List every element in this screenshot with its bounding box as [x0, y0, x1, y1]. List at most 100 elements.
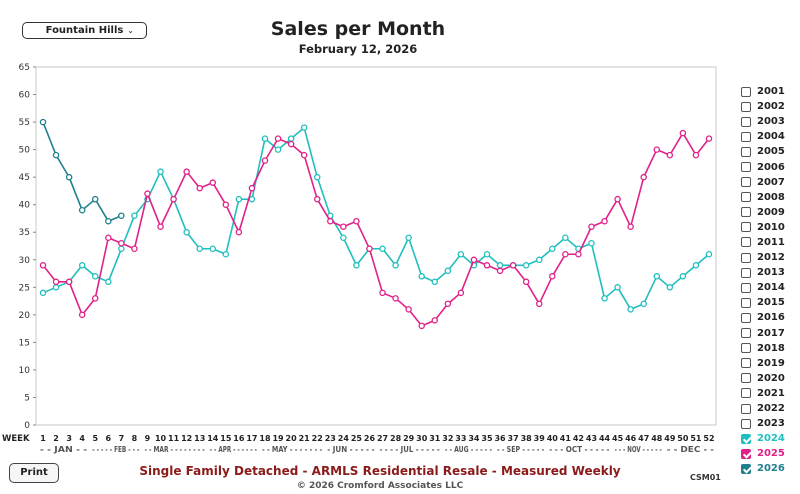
legend-checkbox[interactable] [741, 146, 751, 157]
legend-checkbox[interactable] [741, 237, 751, 248]
month-label-sep: - - SEP - - - - - [497, 445, 544, 454]
x-tick-label: 4 [79, 434, 85, 443]
legend-checkbox[interactable] [741, 267, 751, 278]
legend-checkbox[interactable] [741, 418, 751, 429]
x-tick-label: 8 [132, 434, 138, 443]
legend-checkbox[interactable] [741, 252, 751, 263]
legend-checkbox[interactable] [741, 222, 751, 233]
legend-item-2019[interactable]: 2019 [741, 356, 799, 371]
legend-item-2016[interactable]: 2016 [741, 310, 799, 325]
data-point-2026 [91, 195, 99, 203]
x-tick-label: 35 [481, 434, 493, 443]
legend-checkbox[interactable] [741, 207, 751, 218]
legend-checkbox[interactable] [741, 358, 751, 369]
legend-checkbox[interactable] [741, 463, 751, 474]
legend-item-2011[interactable]: 2011 [741, 235, 799, 250]
x-tick-label: 48 [651, 434, 663, 443]
legend-checkbox[interactable] [741, 86, 751, 97]
legend-checkbox[interactable] [741, 343, 751, 354]
legend-label: 2017 [757, 327, 785, 339]
data-point-2025 [235, 228, 243, 236]
legend-item-2012[interactable]: 2012 [741, 250, 799, 265]
legend-item-2008[interactable]: 2008 [741, 190, 799, 205]
data-point-2025 [692, 151, 700, 159]
x-tick-label: 24 [338, 434, 350, 443]
legend-item-2022[interactable]: 2022 [741, 401, 799, 416]
legend-item-2020[interactable]: 2020 [741, 371, 799, 386]
legend-item-2009[interactable]: 2009 [741, 205, 799, 220]
data-point-2025 [575, 251, 582, 258]
legend-item-2007[interactable]: 2007 [741, 175, 799, 190]
data-point-2025 [535, 300, 543, 308]
legend-item-2002[interactable]: 2002 [741, 99, 799, 114]
data-point-2024 [274, 146, 282, 153]
copyright-text: © 2026 Cromford Associates LLC [296, 481, 464, 491]
data-point-2025 [157, 223, 164, 230]
legend-checkbox[interactable] [741, 282, 751, 293]
legend-item-2013[interactable]: 2013 [741, 265, 799, 280]
chart-subtitle: February 12, 2026 [298, 42, 418, 56]
legend-item-2023[interactable]: 2023 [741, 416, 799, 431]
data-point-2025 [431, 317, 439, 324]
month-label-mar: - - MAR - - - - - - - - [144, 445, 204, 454]
chart-code-label: CSM01 [690, 473, 721, 482]
data-point-2024 [562, 234, 569, 241]
print-button[interactable]: Print [9, 463, 59, 483]
legend-item-2010[interactable]: 2010 [741, 220, 799, 235]
legend-item-2005[interactable]: 2005 [741, 144, 799, 159]
legend-item-2003[interactable]: 2003 [741, 114, 799, 129]
legend-checkbox[interactable] [741, 101, 751, 112]
data-point-2024 [157, 168, 164, 175]
legend-checkbox[interactable] [741, 388, 751, 399]
x-tick-label: 47 [638, 434, 649, 443]
data-point-2024 [131, 212, 138, 219]
legend-item-2014[interactable]: 2014 [741, 280, 799, 295]
legend-item-2018[interactable]: 2018 [741, 341, 799, 356]
area-select-dropdown[interactable]: Fountain Hills ⌄ [22, 22, 147, 39]
legend-item-2001[interactable]: 2001 [741, 84, 799, 99]
data-point-2025 [366, 245, 373, 253]
legend-label: 2026 [757, 463, 785, 475]
data-point-2025 [418, 322, 425, 330]
data-point-2024 [666, 284, 674, 291]
legend-checkbox[interactable] [741, 162, 751, 173]
x-tick-label: 7 [119, 434, 125, 443]
legend-checkbox[interactable] [741, 192, 751, 203]
legend-checkbox[interactable] [741, 297, 751, 308]
legend-label: 2012 [757, 252, 785, 264]
x-tick-label: 31 [429, 434, 441, 443]
legend-item-2004[interactable]: 2004 [741, 129, 799, 144]
data-point-2025 [496, 267, 504, 275]
legend-checkbox[interactable] [741, 116, 751, 127]
legend-checkbox[interactable] [741, 403, 751, 414]
data-point-2025 [444, 300, 452, 308]
legend-label: 2005 [757, 146, 785, 158]
legend-checkbox[interactable] [741, 177, 751, 188]
legend-item-2021[interactable]: 2021 [741, 386, 799, 401]
legend-item-2015[interactable]: 2015 [741, 295, 799, 310]
y-tick-label: 25 [19, 283, 30, 293]
x-tick-label: 3 [66, 434, 72, 443]
legend-item-2006[interactable]: 2006 [741, 159, 799, 174]
legend-checkbox[interactable] [741, 433, 751, 444]
data-point-2024 [340, 234, 347, 241]
data-point-2025 [522, 278, 530, 286]
data-point-2024 [457, 251, 465, 258]
legend-item-2017[interactable]: 2017 [741, 326, 799, 341]
legend-checkbox[interactable] [741, 312, 751, 323]
legend-checkbox[interactable] [741, 373, 751, 384]
x-tick-label: 32 [442, 434, 453, 443]
legend-item-2024[interactable]: 2024 [741, 431, 799, 446]
legend-label: 2022 [757, 403, 785, 415]
data-point-2025 [509, 262, 517, 269]
legend-item-2026[interactable]: 2026 [741, 461, 799, 476]
series-line-2025 [42, 132, 710, 327]
legend-checkbox[interactable] [741, 448, 751, 459]
y-tick-label: 20 [19, 311, 31, 321]
data-point-2024 [300, 124, 308, 131]
legend-item-2025[interactable]: 2025 [741, 446, 799, 461]
legend-checkbox[interactable] [741, 328, 751, 339]
x-tick-label: 29 [403, 434, 415, 443]
legend-label: 2021 [757, 387, 785, 399]
legend-checkbox[interactable] [741, 131, 751, 142]
